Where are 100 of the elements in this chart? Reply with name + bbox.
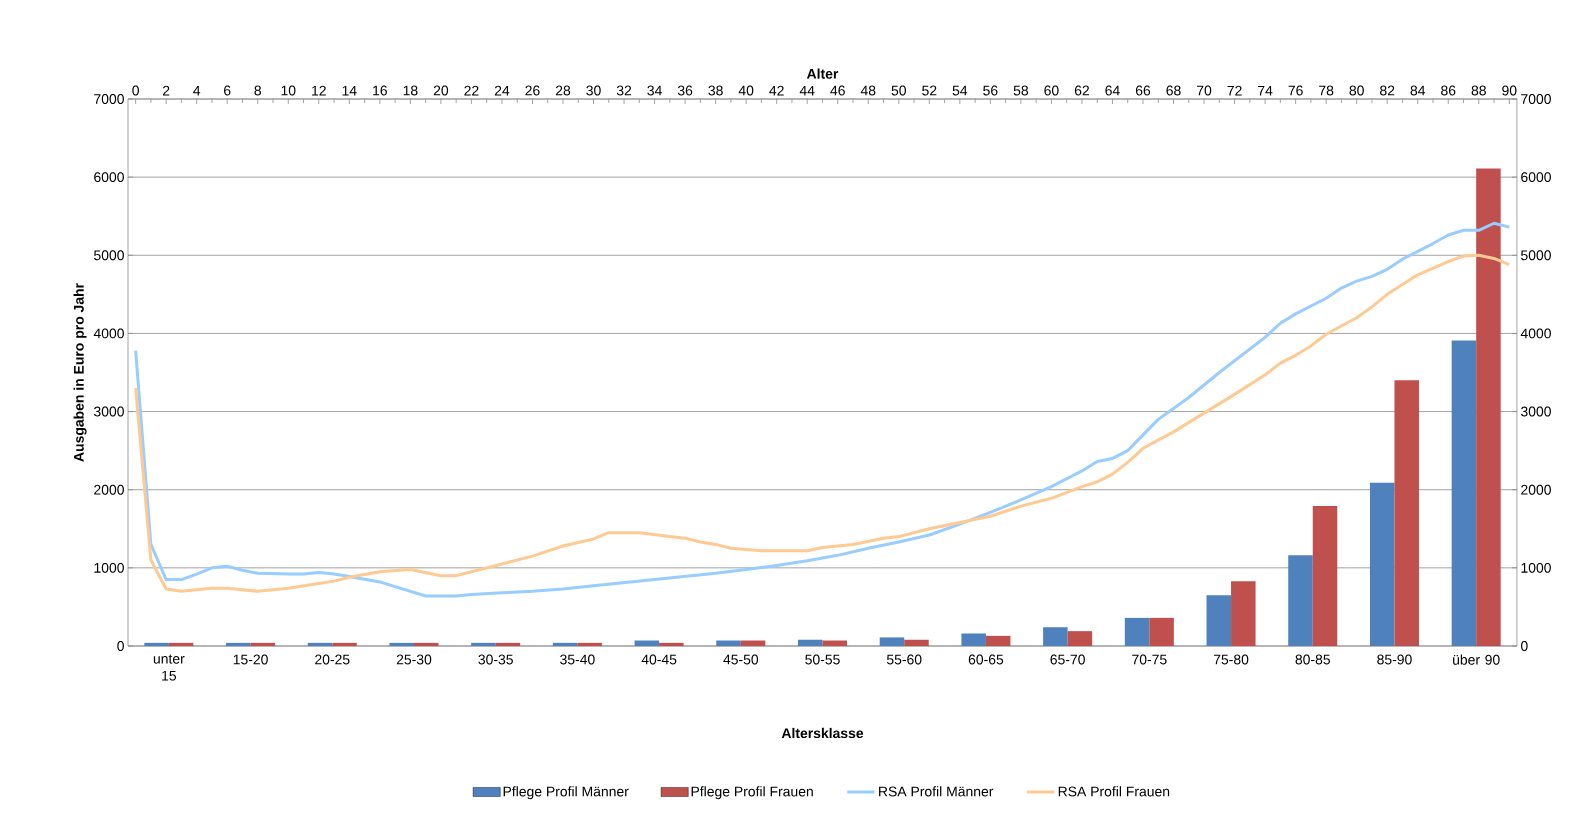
- x2-tick-label: 4: [193, 85, 201, 96]
- x2-tick-label: 2: [162, 85, 170, 96]
- bar: [1312, 506, 1338, 646]
- y-tick-label: 0: [117, 641, 124, 651]
- y-tick-label: 6000: [94, 172, 124, 183]
- x2-tick-label: 48: [860, 85, 876, 96]
- bar: [250, 642, 276, 646]
- y-tick-label: 5000: [94, 250, 124, 261]
- x2-tick-label: 78: [1319, 85, 1334, 96]
- x2-tick-label: 86: [1441, 85, 1456, 96]
- x-tick-label: 15-20: [233, 654, 268, 665]
- bar: [413, 642, 439, 646]
- x2-tick-label: 40: [738, 85, 754, 96]
- x2-tick-label: 24: [494, 85, 510, 96]
- x2-tick-label: 68: [1166, 85, 1181, 96]
- bar: [904, 639, 929, 646]
- x2-tick-label: 66: [1135, 85, 1151, 96]
- bar: [144, 642, 169, 646]
- x2-tick-label: 90: [1502, 85, 1517, 96]
- bar: [822, 640, 848, 646]
- x2-tick-label: 34: [647, 85, 662, 96]
- x2-tick-label: 16: [373, 85, 387, 96]
- x2-tick-label: 22: [464, 85, 479, 96]
- x2-tick-label: 44: [799, 85, 815, 96]
- bar: [985, 635, 1011, 646]
- bar: [226, 642, 251, 646]
- x2-tick-label: 8: [254, 85, 262, 96]
- x-tick-label: 20-25: [315, 654, 350, 665]
- x2-tick-label: 12: [312, 85, 326, 96]
- y2-tick-label: 2000: [1521, 484, 1551, 495]
- x2-tick-label: 64: [1105, 85, 1120, 96]
- x-tick-label: 25-30: [396, 654, 432, 665]
- legend-label: Pflege Profil Männer: [503, 786, 629, 800]
- x2-tick-label: 30: [586, 85, 601, 96]
- x2-tick-label: 0: [132, 85, 139, 96]
- x-tick-label: 85-90: [1377, 654, 1412, 665]
- bar: [1124, 617, 1150, 646]
- bar: [495, 642, 521, 646]
- x2-tick-label: 20: [433, 85, 449, 96]
- x2-tick-label: 52: [922, 85, 937, 96]
- x2-tick-label: 36: [677, 85, 693, 96]
- bar: [471, 642, 496, 646]
- bar: [1231, 581, 1256, 646]
- x2-tick-label: 6: [224, 85, 231, 96]
- x2-axis-title: Alter: [806, 68, 839, 79]
- bar: [552, 642, 578, 646]
- bar: [1067, 631, 1093, 646]
- x2-tick-label: 58: [1013, 85, 1029, 96]
- bar: [1288, 555, 1313, 646]
- bar: [389, 642, 414, 646]
- y-tick-label: 4000: [93, 328, 124, 339]
- x2-tick-label: 84: [1410, 85, 1426, 96]
- y-tick-label: 7000: [94, 94, 124, 104]
- y2-tick-label: 1000: [1521, 562, 1551, 573]
- y2-tick-label: 0: [1521, 641, 1528, 651]
- x2-tick-label: 54: [952, 85, 968, 96]
- bar: [307, 642, 333, 646]
- y2-tick-label: 6000: [1521, 172, 1551, 183]
- x-tick-label: 55-60: [886, 654, 922, 665]
- x-tick-label: 45-50: [723, 654, 759, 665]
- x2-tick-label: 38: [708, 85, 723, 96]
- bar: [1476, 168, 1501, 646]
- x-tick-label: über 90: [1453, 654, 1500, 665]
- bar: [332, 642, 357, 646]
- bar: [1043, 627, 1068, 646]
- bar: [961, 633, 986, 646]
- y2-tick-label: 3000: [1520, 406, 1551, 417]
- x2-tick-label: 14: [342, 85, 357, 96]
- x2-tick-label: 80: [1349, 85, 1364, 96]
- bar: [1206, 595, 1232, 646]
- x2-tick-label: 32: [616, 85, 632, 96]
- bar: [1369, 482, 1395, 646]
- legend-label: Pflege Profil Frauen: [691, 786, 813, 800]
- x-tick-label: 60-65: [968, 654, 1004, 665]
- y-tick-label: 1000: [94, 562, 124, 573]
- y2-tick-label: 4000: [1520, 328, 1551, 339]
- x2-tick-label: 18: [403, 85, 418, 96]
- x2-tick-label: 82: [1380, 85, 1395, 96]
- x2-tick-label: 72: [1227, 85, 1242, 96]
- y-tick-label: 2000: [94, 484, 124, 495]
- x-tick-label: 65-70: [1050, 654, 1085, 665]
- x2-tick-label: 74: [1258, 85, 1273, 96]
- x-tick-label: unter 15: [153, 654, 185, 681]
- x2-tick-label: 76: [1288, 85, 1303, 96]
- x2-tick-label: 26: [525, 85, 540, 96]
- x2-tick-label: 46: [830, 85, 845, 96]
- x-tick-label: 30-35: [478, 654, 513, 665]
- x2-tick-label: 50: [891, 85, 906, 96]
- bar: [798, 639, 823, 646]
- x2-tick-label: 42: [769, 85, 784, 96]
- legend-label: RSA Profil Frauen: [1058, 786, 1170, 797]
- x-tick-label: 50-55: [805, 654, 840, 665]
- bar: [659, 642, 684, 646]
- x-tick-label: 35-40: [560, 654, 595, 665]
- x2-tick-label: 70: [1197, 85, 1212, 96]
- y-tick-label: 3000: [93, 406, 124, 417]
- x2-tick-label: 56: [983, 85, 998, 96]
- x2-tick-label: 28: [555, 85, 571, 96]
- bar: [879, 637, 905, 646]
- y-axis-title: Ausgaben in Euro pro Jahr: [73, 283, 87, 462]
